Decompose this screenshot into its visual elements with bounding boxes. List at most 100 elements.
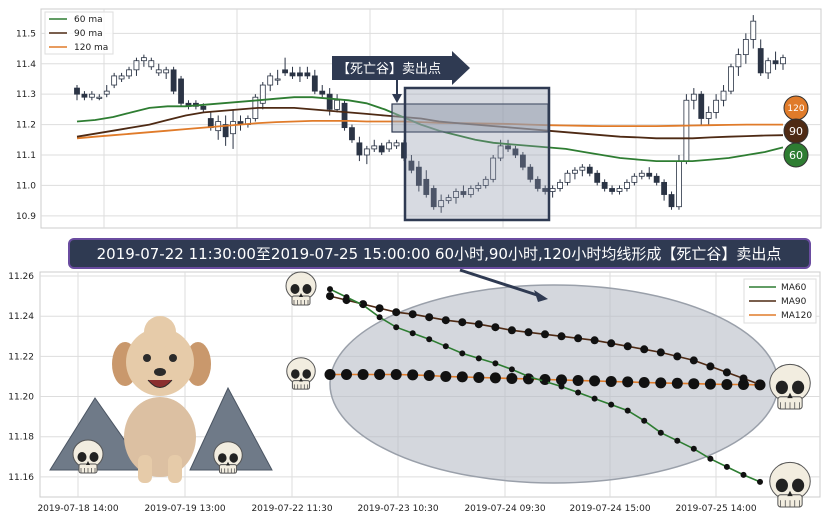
ma90-point [623, 342, 632, 351]
bottom-y-tick-label: 11.22 [8, 352, 34, 362]
poodle-mouth [147, 379, 173, 388]
ma60-point [508, 366, 515, 373]
ma60-point [591, 395, 598, 402]
ma90-point [441, 316, 450, 325]
skull-eye [218, 453, 227, 463]
ma90-point [458, 318, 467, 327]
candle-body [505, 145, 511, 150]
skull-eye [302, 369, 311, 379]
candlestick-chart: 10.9 11.0 11.1 11.2 11.3 11.4 11.5 【死亡谷】卖出点 60… [16, 8, 822, 229]
candle-body [430, 188, 437, 208]
candle-body [334, 99, 341, 110]
ma120-point [589, 375, 601, 387]
skull-decorations [72, 271, 811, 508]
ma90-point [739, 374, 748, 383]
top-y-tick-label: 10.9 [16, 212, 36, 222]
candle-body [653, 175, 660, 183]
candle-body [230, 121, 236, 135]
ma120-point [407, 369, 419, 381]
candles [74, 15, 786, 213]
top-y-tick-label: 11.5 [16, 29, 36, 39]
ma120-point [357, 369, 369, 380]
banner-pointer-head [534, 290, 548, 302]
poodle-leg-left [138, 455, 152, 483]
candle-body [705, 112, 712, 119]
candle-body [512, 148, 519, 156]
candle-body [386, 142, 393, 150]
legend-label-ma120: MA120 [781, 311, 812, 321]
ma90-point [524, 328, 533, 337]
candle-body [676, 160, 682, 208]
ma60-point [393, 324, 400, 331]
top-y-tick-label: 11.4 [16, 60, 36, 70]
ma90-point [607, 339, 616, 348]
candle-body [178, 78, 184, 104]
ma60-point [757, 478, 763, 485]
ma120-point [572, 375, 584, 386]
title-banner-text: 2019-07-22 11:30:00至2019-07-25 15:00:00 … [97, 245, 782, 263]
bottom-y-tick-label: 11.16 [8, 473, 34, 483]
candle-body [74, 87, 80, 95]
legend-label-ma60: MA60 [781, 283, 807, 293]
ma120-point [721, 379, 733, 390]
candle-body [408, 160, 415, 171]
candle-body [297, 72, 303, 77]
poodle-leg-right [168, 455, 182, 483]
legend-label-90ma: 90 ma [74, 29, 103, 39]
candle-body [363, 148, 370, 156]
legend-label-120ma: 120 ma [74, 43, 108, 53]
ma120-point [390, 369, 402, 380]
skull-icon [72, 439, 104, 474]
candle-body [601, 181, 608, 189]
ma90-point [491, 323, 500, 332]
skull-eye [291, 369, 300, 379]
bottom-y-tick-label: 11.18 [8, 433, 34, 443]
candle-body [735, 54, 742, 68]
ma120-point [622, 376, 634, 388]
skull-eye [229, 453, 238, 463]
ma60-point [343, 294, 350, 301]
candle-body [282, 69, 288, 74]
candle-body [103, 90, 110, 95]
candle-body [661, 181, 667, 195]
candle-body [155, 69, 162, 74]
candle-body [624, 181, 630, 189]
bottom-x-tick-label: 2019-07-24 15:00 [569, 504, 650, 514]
ma60-point [740, 471, 747, 478]
candle-body [393, 142, 400, 147]
poodle-icon [112, 316, 211, 483]
candle-body [222, 124, 229, 138]
candle-body [750, 20, 757, 40]
sell-point-callout: 【死亡谷】卖出点 [332, 51, 470, 103]
skull-icon [286, 357, 316, 390]
ma120-point [688, 378, 700, 390]
ma120-point [506, 373, 518, 384]
candle-body [415, 166, 422, 186]
candle-body [720, 90, 727, 101]
candle-body [170, 69, 177, 92]
candle-body [579, 166, 586, 171]
ma60-point [624, 407, 631, 414]
ma60-point [723, 463, 730, 470]
ma90-point [375, 304, 384, 313]
title-banner-box [68, 238, 811, 269]
candle-body [445, 197, 452, 202]
top-y-tick-label: 11.0 [16, 181, 36, 191]
skull-eye [775, 380, 788, 395]
ma60-point [657, 429, 664, 436]
skull-icon [769, 461, 811, 508]
ma60-point [360, 302, 367, 309]
skull-nose [299, 293, 303, 297]
ma90-point [756, 380, 764, 389]
candle-body [497, 145, 504, 159]
candle-body [200, 105, 207, 110]
ma90-point [706, 362, 715, 371]
candle-body [780, 57, 786, 65]
candle-body [698, 93, 705, 119]
ma60-point [327, 286, 333, 293]
candle-body [586, 166, 593, 174]
ma90-point [326, 292, 334, 301]
candle-body [572, 169, 578, 174]
candle-body [646, 172, 653, 177]
